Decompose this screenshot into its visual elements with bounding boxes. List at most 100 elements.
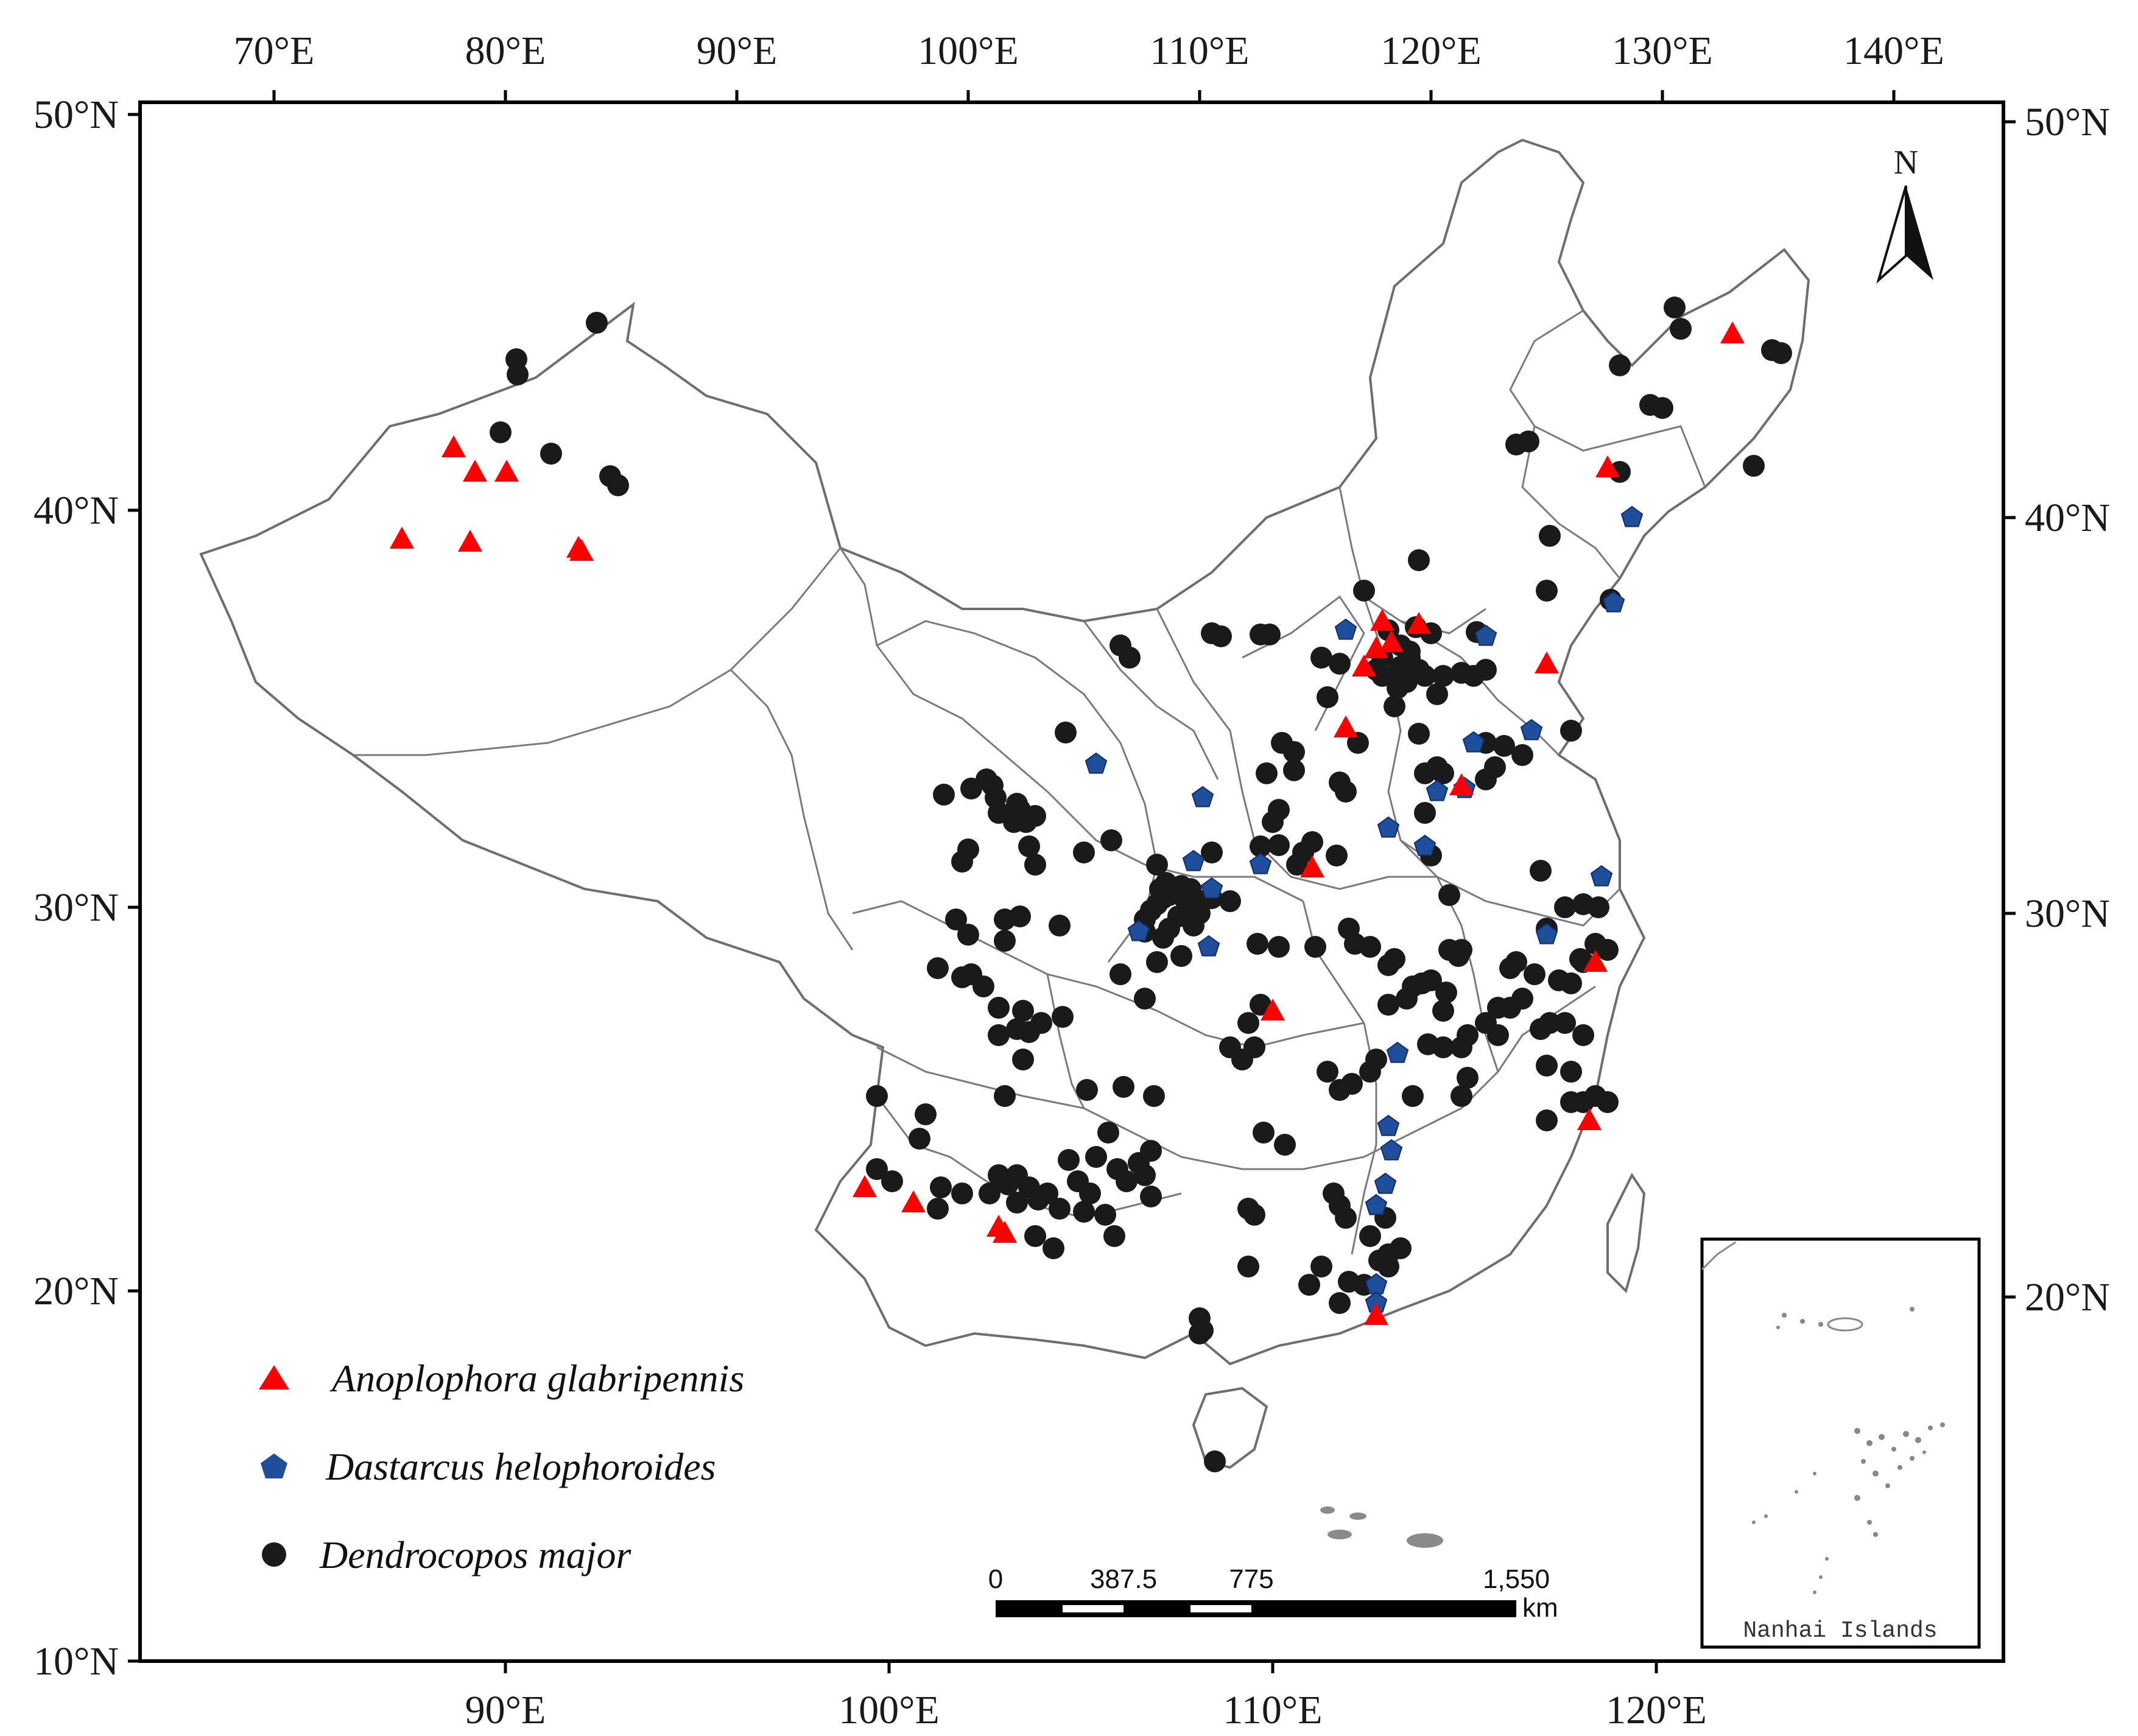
dastarcus-marker xyxy=(1365,1193,1388,1215)
anoplophora-marker xyxy=(1577,1108,1602,1130)
nanhai-inset: Nanhai Islands xyxy=(1700,1237,1981,1649)
dendrocopos-marker xyxy=(1283,741,1305,763)
dendrocopos-marker xyxy=(1377,1256,1399,1277)
dendrocopos-marker xyxy=(1505,951,1527,973)
dendrocopos-marker xyxy=(607,474,629,496)
scale-bar: 0 387.5 775 1,550 km xyxy=(988,1564,1558,1623)
top-longitude-labels: 70°E 80°E 90°E 100°E 110°E 120°E 130°E 1… xyxy=(234,29,1944,73)
anoplophora-marker xyxy=(1583,950,1608,972)
dendrocopos-marker xyxy=(960,778,982,799)
north-arrow-icon xyxy=(1906,186,1933,280)
dendrocopos-marker xyxy=(1085,1146,1107,1168)
dendrocopos-marker xyxy=(1256,762,1278,784)
legend: Anoplophora glabripennis Dastarcus helop… xyxy=(259,1357,744,1576)
dendrocopos-marker xyxy=(1210,625,1232,647)
dendrocopos-marker xyxy=(1426,683,1448,705)
dendrocopos-marker xyxy=(1414,665,1436,687)
dendrocopos-marker xyxy=(1536,580,1558,602)
dendrocopos-marker xyxy=(1298,1274,1320,1296)
dendrocopos-marker xyxy=(1009,799,1031,821)
tick-label-top: 110°E xyxy=(1150,29,1249,73)
anoplophora-marker xyxy=(463,460,487,482)
dendrocopos-marker xyxy=(1058,1149,1080,1171)
dendrocopos-marker xyxy=(1024,854,1046,876)
dendrocopos-marker xyxy=(1116,1170,1138,1192)
dastarcus-marker xyxy=(1191,785,1214,807)
dendrocopos-marker xyxy=(1274,1134,1296,1156)
dendrocopos-major-markers xyxy=(490,297,1792,1472)
dendrocopos-marker xyxy=(1536,1109,1558,1131)
dendrocopos-marker xyxy=(881,1170,903,1192)
dendrocopos-marker xyxy=(1524,963,1545,985)
scale-label: 1,550 xyxy=(1483,1564,1550,1594)
dastarcus-marker xyxy=(1520,719,1543,740)
frame-ticks xyxy=(128,90,2016,1673)
anoplophora-marker xyxy=(1720,322,1745,343)
dendrocopos-marker xyxy=(994,1085,1016,1107)
dendrocopos-marker xyxy=(1134,1164,1156,1186)
anoplophora-marker xyxy=(1449,773,1474,795)
dendrocopos-marker xyxy=(1438,884,1460,906)
dendrocopos-marker xyxy=(1511,744,1533,766)
dastarcus-marker xyxy=(1334,618,1357,640)
inset-label: Nanhai Islands xyxy=(1743,1618,1937,1644)
dastarcus-marker xyxy=(1182,849,1205,871)
tick-label-top: 130°E xyxy=(1612,29,1713,73)
dendrocopos-marker xyxy=(1597,1091,1619,1113)
dendrocopos-marker xyxy=(1569,948,1591,970)
tick-label-left: 30°N xyxy=(33,885,119,930)
dastarcus-marker xyxy=(1374,1172,1397,1194)
dendrocopos-marker xyxy=(490,421,512,443)
anoplophora-marker xyxy=(1364,1303,1388,1325)
dendrocopos-marker xyxy=(1094,1204,1116,1226)
anoplophora-marker xyxy=(1407,612,1431,634)
tick-label-top: 80°E xyxy=(465,29,546,73)
dendrocopos-marker xyxy=(1250,835,1271,857)
dendrocopos-marker xyxy=(1043,1237,1064,1259)
dendrocopos-marker xyxy=(927,1198,949,1220)
dendrocopos-marker xyxy=(1049,915,1071,937)
anoplophora-marker xyxy=(993,1221,1017,1243)
dastarcus-marker xyxy=(1474,624,1497,646)
dendrocopos-marker xyxy=(1170,945,1192,967)
dendrocopos-marker xyxy=(1329,653,1351,675)
dendrocopos-marker xyxy=(1432,1000,1454,1022)
tick-label-top: 140°E xyxy=(1843,29,1944,73)
dendrocopos-marker xyxy=(1140,1186,1162,1207)
dendrocopos-marker xyxy=(1146,854,1168,876)
anoplophora-marker xyxy=(1352,655,1376,676)
dendrocopos-marker xyxy=(866,1085,888,1107)
dendrocopos-marker xyxy=(960,963,982,985)
dendrocopos-marker xyxy=(1052,1006,1074,1028)
anoplophora-marker xyxy=(853,1175,877,1197)
dendrocopos-marker xyxy=(1408,549,1430,571)
tick-label-top: 120°E xyxy=(1380,29,1482,73)
hainan-outline xyxy=(1192,1386,1268,1469)
dendrocopos-marker xyxy=(1475,1012,1497,1034)
dastarcus-marker xyxy=(1200,877,1223,899)
dendrocopos-marker xyxy=(1100,829,1122,851)
dendrocopos-marker xyxy=(1036,1183,1058,1204)
dastarcus-marker xyxy=(1413,834,1436,856)
scale-label: 0 xyxy=(988,1564,1003,1594)
dendrocopos-marker xyxy=(1560,720,1582,742)
dastarcus-marker xyxy=(1249,852,1272,874)
dendrocopos-marker xyxy=(1006,1192,1028,1214)
dendrocopos-marker xyxy=(1335,1207,1357,1229)
dendrocopos-marker xyxy=(1359,1225,1381,1247)
dendrocopos-marker xyxy=(1301,831,1323,853)
dendrocopos-marker xyxy=(1055,722,1077,743)
dendrocopos-marker xyxy=(1414,762,1436,784)
anoplophora-marker xyxy=(1364,636,1388,658)
anoplophora-marker xyxy=(1261,999,1285,1021)
dendrocopos-marker xyxy=(1079,1183,1101,1204)
dastarcus-marker xyxy=(1127,919,1150,941)
dendrocopos-marker xyxy=(1365,1049,1387,1070)
dendrocopos-marker xyxy=(1158,918,1180,940)
dendrocopos-marker xyxy=(1560,972,1582,994)
dendrocopos-marker xyxy=(994,930,1016,952)
dendrocopos-marker xyxy=(1113,1076,1134,1098)
dendrocopos-marker xyxy=(1143,1085,1165,1107)
dendrocopos-marker xyxy=(1329,1292,1351,1314)
